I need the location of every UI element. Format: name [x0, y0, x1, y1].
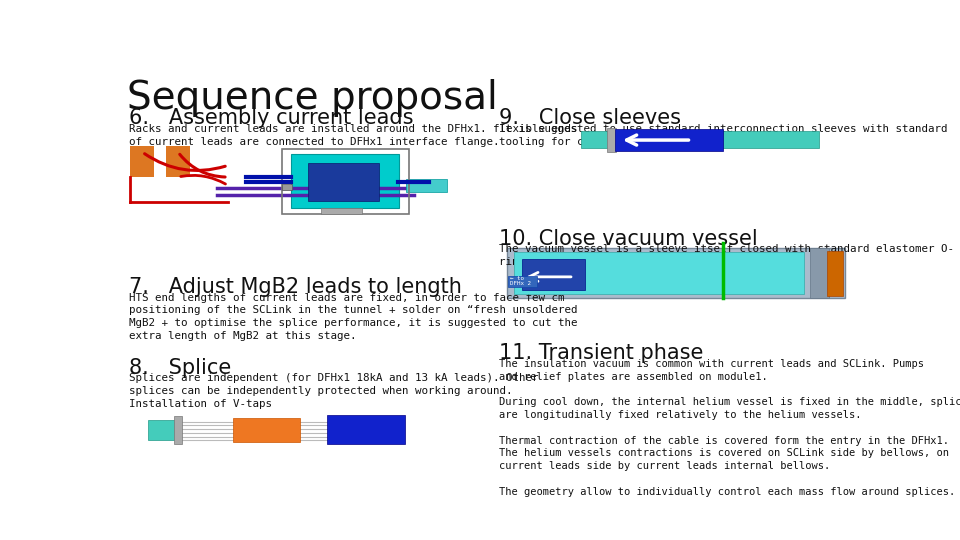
Text: 7.   Adjust MgB2 leads to length: 7. Adjust MgB2 leads to length — [129, 277, 462, 297]
Bar — [166, 146, 190, 177]
Text: The vacuum vessel is a sleeve itself closed with standard elastomer O-
rings (LH: The vacuum vessel is a sleeve itself clo… — [499, 245, 954, 267]
Bar — [291, 154, 399, 208]
Text: Sequence proposal: Sequence proposal — [128, 79, 498, 117]
Bar — [581, 131, 610, 148]
Bar — [326, 415, 405, 444]
Bar — [721, 131, 820, 148]
Bar — [509, 276, 537, 287]
Text: It is suggested to use standard interconnection sleeves with standard
tooling fo: It is suggested to use standard intercon… — [499, 124, 948, 147]
Bar — [614, 129, 723, 151]
Text: The insulation vacuum is common with current leads and SCLink. Pumps
and relief : The insulation vacuum is common with cur… — [499, 359, 960, 497]
Text: 9.   Close sleeves: 9. Close sleeves — [499, 109, 682, 129]
Bar — [522, 259, 585, 290]
Bar — [321, 208, 362, 214]
Text: 10. Close vacuum vessel: 10. Close vacuum vessel — [499, 229, 758, 249]
Bar — [406, 179, 447, 192]
Bar — [507, 248, 846, 299]
Bar — [175, 416, 182, 444]
Bar — [308, 163, 379, 201]
Text: HTS end lengths of current leads are fixed, in order to face few cm
positioning : HTS end lengths of current leads are fix… — [129, 293, 577, 341]
Bar — [233, 418, 300, 442]
Bar — [282, 184, 292, 190]
Text: 8.   Splice: 8. Splice — [129, 358, 231, 378]
Bar — [148, 420, 177, 440]
Text: 11. Transient phase: 11. Transient phase — [499, 343, 704, 363]
Text: ← to
DFHx 2: ← to DFHx 2 — [510, 275, 531, 286]
Bar — [827, 251, 843, 295]
Text: Racks and current leads are installed around the DFHx1. flexible ends
of current: Racks and current leads are installed ar… — [129, 124, 577, 147]
Text: 6.   Assembly current leads: 6. Assembly current leads — [129, 109, 414, 129]
Text: Splices are independent (for DFHx1 18kA and 13 kA leads). Other
splices can be i: Splices are independent (for DFHx1 18kA … — [129, 373, 539, 409]
Bar — [515, 252, 804, 294]
Bar — [608, 128, 616, 152]
Bar — [810, 248, 829, 299]
Bar — [131, 146, 155, 177]
Bar — [282, 149, 409, 214]
